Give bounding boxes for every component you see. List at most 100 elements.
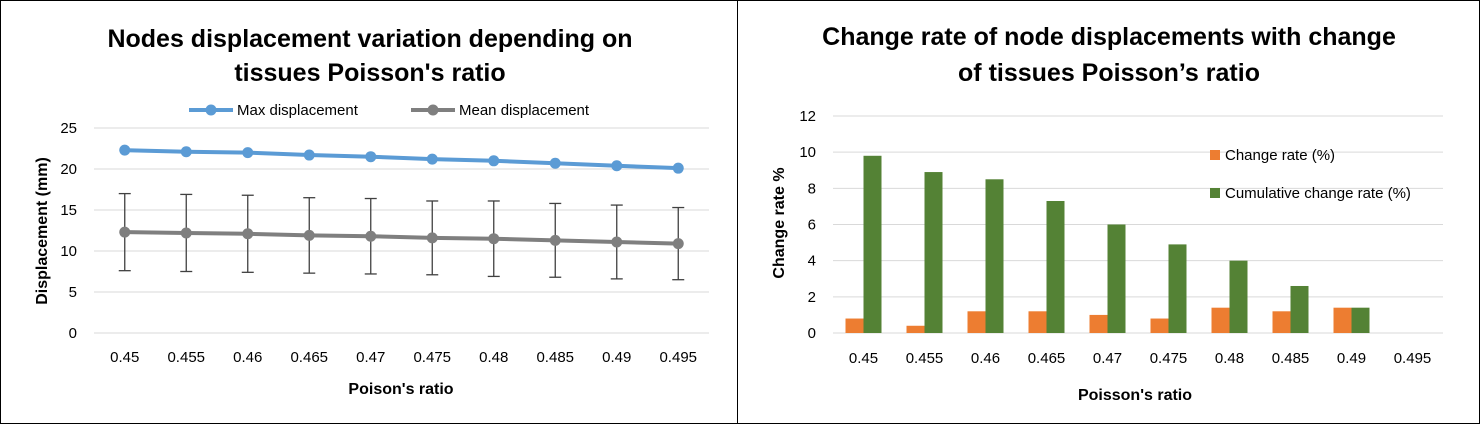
x-tick-label: 0.455 — [906, 350, 944, 367]
y-tick-label: 20 — [60, 161, 77, 178]
bar-cumulative-change-rate — [1107, 224, 1126, 333]
bar-change-rate — [1211, 307, 1230, 333]
y-tick-label: 8 — [808, 180, 816, 197]
y-tick-label: 10 — [799, 144, 816, 161]
y-tick-label: 4 — [808, 253, 816, 270]
x-tick-label: 0.47 — [1093, 350, 1122, 367]
x-tick-label: 0.495 — [1394, 350, 1432, 367]
point-max — [119, 144, 131, 156]
bar-cumulative-change-rate — [1046, 200, 1065, 333]
x-tick-labels: 0.45 0.455 0.46 0.465 0.47 0.475 0.48 0.485 0.49… — [849, 350, 1431, 367]
legend-label-mean: Mean displacement — [459, 102, 590, 119]
y-tick-label: 25 — [60, 120, 77, 137]
legend-marker-mean — [427, 104, 439, 116]
y-tick-label: 0 — [808, 325, 816, 342]
point-mean — [611, 236, 623, 248]
bar-chart-panel: Change rate of node displacements with c… — [737, 0, 1480, 424]
x-axis-label: Poisson's ratio — [1078, 387, 1192, 404]
bar-cumulative-change-rate — [1351, 307, 1370, 333]
bar-change-rate — [845, 318, 864, 333]
y-tick-label: 2 — [808, 289, 816, 306]
bar-change-rate — [1150, 318, 1169, 333]
bar-cumulative-change-rate — [1290, 285, 1309, 333]
point-mean — [119, 226, 131, 238]
series-lines — [119, 144, 684, 250]
y-tick-label: 6 — [808, 217, 816, 234]
x-axis-label: Poison's ratio — [348, 381, 453, 398]
bar-cumulative-change-rate — [924, 172, 943, 333]
line-chart: Nodes displacement variation depending o… — [34, 25, 709, 398]
bar-cumulative-change-rate — [1168, 244, 1187, 333]
bar-cumulative-change-rate — [985, 179, 1004, 333]
legend-label-max: Max displacement — [237, 102, 359, 119]
line-chart-panel: Nodes displacement variation depending o… — [0, 0, 738, 424]
point-max — [242, 147, 254, 159]
x-tick-label: 0.46 — [233, 349, 262, 366]
x-tick-label: 0.46 — [971, 350, 1000, 367]
point-max — [365, 151, 377, 163]
chart-title-line-2: tissues Poisson's ratio — [234, 59, 505, 87]
y-tick-label: 10 — [60, 243, 77, 260]
x-tick-label: 0.45 — [110, 349, 139, 366]
series-line-max — [124, 148, 679, 171]
point-max — [488, 155, 500, 167]
x-tick-label: 0.475 — [413, 349, 451, 366]
legend: Change rate (%) Cumulative change rate (… — [1210, 147, 1411, 202]
point-mean — [672, 238, 684, 250]
bar-cumulative-change-rate — [1229, 260, 1248, 333]
y-tick-label: 5 — [69, 284, 77, 301]
point-max — [611, 160, 623, 172]
y-tick-label: 15 — [60, 202, 77, 219]
legend: Max displacement Mean displacement — [189, 102, 590, 119]
legend-swatch-cumulative — [1210, 188, 1220, 198]
x-tick-label: 0.45 — [849, 350, 878, 367]
point-mean — [488, 233, 500, 245]
y-axis-label: Displacement (mm) — [34, 157, 51, 305]
x-tick-label: 0.465 — [1028, 350, 1066, 367]
gridlines — [94, 127, 709, 334]
bar-change-rate — [1333, 307, 1352, 333]
x-tick-labels: 0.45 0.455 0.46 0.465 0.47 0.475 0.48 0.485 0.49… — [110, 349, 697, 366]
point-mean — [303, 229, 315, 241]
x-tick-label: 0.49 — [602, 349, 631, 366]
bar-cumulative-change-rate — [863, 155, 882, 333]
legend-label-cumulative: Cumulative change rate (%) — [1225, 185, 1411, 202]
point-mean — [242, 228, 254, 240]
point-mean — [365, 230, 377, 242]
x-tick-label: 0.465 — [290, 349, 328, 366]
x-tick-label: 0.455 — [167, 349, 205, 366]
y-tick-label: 12 — [799, 108, 816, 125]
y-tick-labels: 0 2 4 6 8 10 12 — [799, 108, 816, 342]
bar-change-rate — [967, 311, 986, 333]
point-max — [549, 157, 561, 169]
y-tick-label: 0 — [69, 325, 77, 342]
chart-title-line-1: Nodes displacement variation depending o… — [107, 25, 632, 53]
series-line-mean — [124, 230, 679, 246]
legend-label-change-rate: Change rate (%) — [1225, 147, 1335, 164]
point-max — [672, 162, 684, 174]
x-tick-label: 0.485 — [536, 349, 574, 366]
point-mean — [180, 227, 192, 239]
point-max — [180, 146, 192, 158]
x-tick-label: 0.48 — [1215, 350, 1244, 367]
x-tick-label: 0.48 — [479, 349, 508, 366]
bar-change-rate — [1272, 311, 1291, 333]
point-max — [426, 153, 438, 165]
x-tick-label: 0.495 — [659, 349, 697, 366]
legend-swatch-change-rate — [1210, 150, 1220, 160]
point-mean — [426, 232, 438, 244]
point-mean — [549, 234, 561, 246]
bar-change-rate — [906, 325, 925, 333]
bar-change-rate — [1028, 311, 1047, 333]
bar-chart: Change rate of node displacements with c… — [771, 23, 1443, 404]
chart-title-line-2: of tissues Poisson’s ratio — [958, 59, 1260, 87]
chart-title-line-1: Change rate of node displacements with c… — [822, 23, 1396, 51]
x-tick-label: 0.475 — [1150, 350, 1188, 367]
bar-change-rate — [1089, 314, 1108, 333]
legend-marker-max — [205, 104, 217, 116]
x-tick-label: 0.485 — [1272, 350, 1310, 367]
point-max — [303, 149, 315, 161]
y-tick-labels: 0 5 10 15 20 25 — [60, 120, 77, 342]
x-tick-label: 0.49 — [1337, 350, 1366, 367]
